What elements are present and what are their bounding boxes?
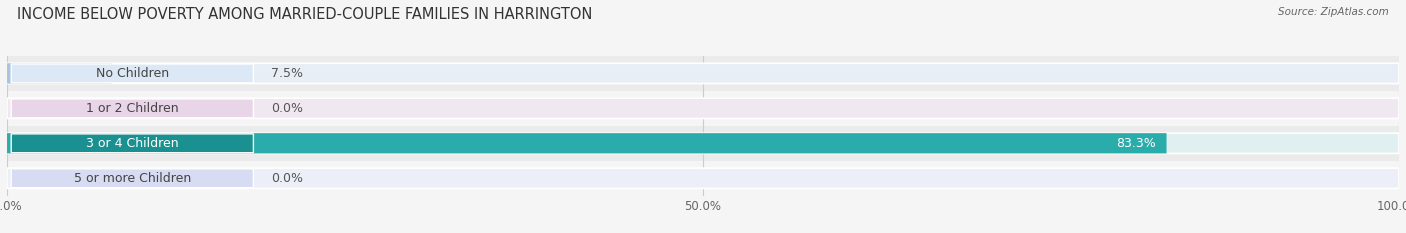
Text: 5 or more Children: 5 or more Children (73, 172, 191, 185)
Text: 83.3%: 83.3% (1115, 137, 1156, 150)
Bar (7, 161, 1399, 196)
FancyBboxPatch shape (7, 98, 1399, 118)
Text: No Children: No Children (96, 67, 169, 80)
Text: 1 or 2 Children: 1 or 2 Children (86, 102, 179, 115)
Text: 3 or 4 Children: 3 or 4 Children (86, 137, 179, 150)
FancyBboxPatch shape (11, 99, 253, 118)
Bar (7, 56, 1399, 91)
FancyBboxPatch shape (11, 64, 253, 83)
Text: INCOME BELOW POVERTY AMONG MARRIED-COUPLE FAMILIES IN HARRINGTON: INCOME BELOW POVERTY AMONG MARRIED-COUPL… (17, 7, 592, 22)
FancyBboxPatch shape (11, 169, 253, 188)
Bar (7, 126, 1399, 161)
Text: Source: ZipAtlas.com: Source: ZipAtlas.com (1278, 7, 1389, 17)
FancyBboxPatch shape (7, 63, 1399, 83)
FancyBboxPatch shape (7, 133, 1399, 153)
FancyBboxPatch shape (7, 168, 1399, 188)
Bar (7, 91, 1399, 126)
FancyBboxPatch shape (7, 63, 111, 83)
Text: 0.0%: 0.0% (271, 102, 304, 115)
Text: 7.5%: 7.5% (271, 67, 304, 80)
FancyBboxPatch shape (11, 134, 253, 153)
FancyBboxPatch shape (7, 133, 1167, 153)
Text: 0.0%: 0.0% (271, 172, 304, 185)
